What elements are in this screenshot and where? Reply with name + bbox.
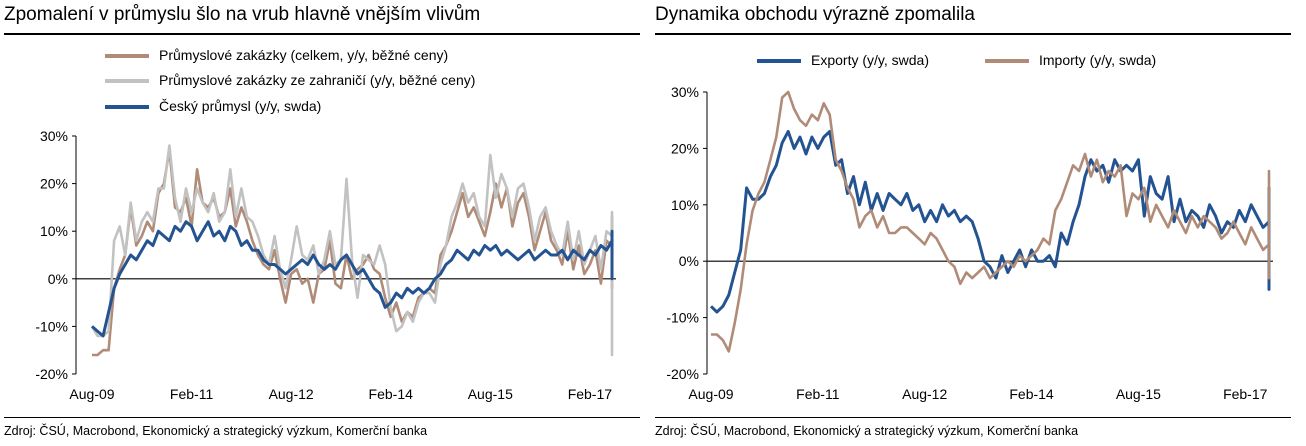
right-chart-y-tick-label: 20% [671, 140, 699, 156]
right-chart-y-tick-label: 10% [671, 197, 699, 213]
legend-label-imports: Importy (y/y, swda) [1039, 52, 1157, 68]
left-source-note: Zdroj: ČSÚ, Macrobond, Ekonomický a stra… [4, 424, 428, 438]
right-chart-series-line-1 [711, 90, 1271, 353]
legend-label-orders-foreign: Průmyslové zakázky ze zahraničí (y/y, bě… [159, 72, 476, 88]
legend-swatch-orders-total [105, 54, 149, 58]
left-chart-x-tick-label: Feb-17 [568, 386, 613, 402]
left-chart-title: Zpomalení v průmyslu šlo na vrub hlavně … [4, 4, 481, 25]
left-chart-x-tick-label: Feb-11 [170, 386, 214, 402]
left-chart-y-tick-label: 0% [48, 271, 68, 287]
left-chart-y-tick-label: 20% [40, 176, 68, 192]
left-chart-y-tick-label: 30% [40, 128, 68, 144]
left-chart-x-tick-label: Feb-14 [369, 386, 414, 402]
right-chart-x-tick-label: Aug-12 [902, 386, 947, 402]
right-chart-series-line-0 [709, 130, 1271, 314]
right-title-rule [655, 33, 1291, 35]
right-chart-x-tick-label: Feb-11 [796, 386, 840, 402]
legend-swatch-orders-foreign [105, 79, 149, 83]
right-chart-panel: Dynamika obchodu výrazně zpomalila -20% -… [651, 0, 1306, 446]
right-source-rule [655, 417, 1291, 418]
legend-swatch-imports [985, 59, 1029, 63]
legend-swatch-exports [757, 59, 801, 63]
left-chart-series-line-2 [91, 220, 614, 338]
right-chart-x-tick-label: Feb-14 [1009, 386, 1054, 402]
right-chart-y-tick-label: -10% [666, 310, 699, 326]
right-chart-plot: -20% -10% 0% 10% 20% 30% Aug-09 Feb-11 Aug-12 Feb… [666, 84, 1273, 402]
right-chart-title: Dynamika obchodu výrazně zpomalila [655, 4, 975, 25]
legend-label-exports: Exporty (y/y, swda) [811, 52, 929, 68]
right-chart-y-tick-label: -20% [666, 366, 699, 382]
left-chart-x-tick-label: Aug-12 [269, 386, 314, 402]
left-title-rule [4, 33, 640, 35]
left-chart-y-tick-label: 10% [40, 223, 68, 239]
left-chart-panel: Zpomalení v průmyslu šlo na vrub hlavně … [0, 0, 640, 446]
right-chart-x-tick-label: Feb-17 [1223, 386, 1268, 402]
legend-label-czech-industry: Český průmysl (y/y, swda) [159, 98, 322, 114]
left-chart-y-tick-label: -20% [35, 366, 68, 382]
left-source-rule [4, 417, 640, 418]
left-chart-x-tick-label: Aug-09 [69, 386, 114, 402]
right-source-note: Zdroj: ČSÚ, Macrobond, Ekonomický a stra… [655, 424, 1079, 438]
right-chart-x-tick-label: Aug-15 [1116, 386, 1161, 402]
right-chart-y-tick-label: 0% [679, 253, 699, 269]
legend-swatch-czech-industry [105, 105, 149, 109]
right-chart-y-tick-label: 30% [671, 84, 699, 100]
legend-label-orders-total: Průmyslové zakázky (celkem, y/y, běžné c… [159, 47, 449, 63]
left-chart-plot: -20% -10% 0% 10% 20% 30% Aug-09 Feb-11 Aug-12 Feb… [35, 128, 616, 402]
left-chart-x-tick-label: Aug-15 [468, 386, 513, 402]
right-chart-x-tick-label: Aug-09 [688, 386, 733, 402]
left-chart-y-tick-label: -10% [35, 318, 68, 334]
